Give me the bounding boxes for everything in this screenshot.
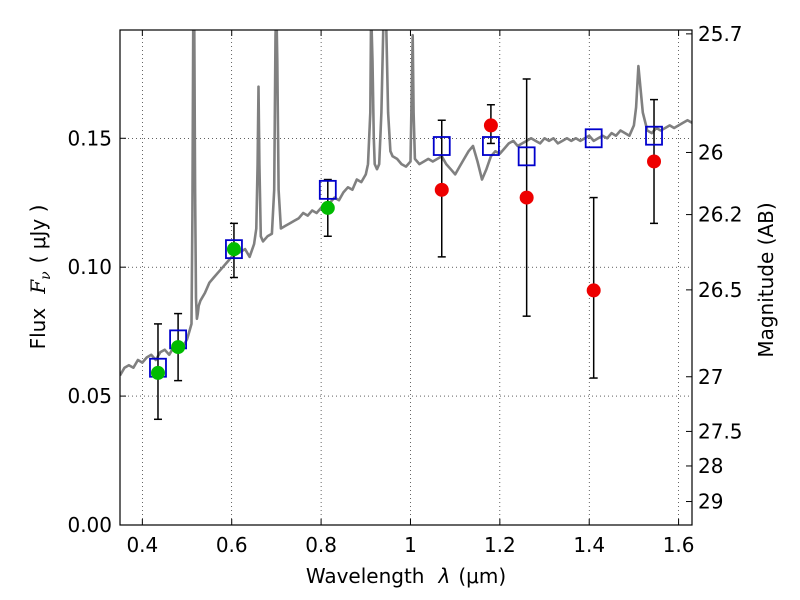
- x-tick-label: 1.4: [573, 533, 605, 557]
- ground-point: [519, 190, 534, 205]
- axis-ticks: 0.4 0.6 0.8 1 1.2 1.4 1.6 0.00 0.05 0.10 0.15 25.7 2…: [67, 22, 742, 557]
- y-tick-label: 0.00: [67, 513, 112, 537]
- hst-point: [320, 200, 335, 215]
- template-square-marker: [225, 239, 243, 260]
- y-tick-label: 0.15: [67, 126, 112, 150]
- plot-frame: [119, 29, 693, 526]
- x-tick-label: 1.6: [663, 533, 695, 557]
- ground-point: [586, 283, 601, 298]
- ground-point: [434, 182, 449, 197]
- x-axis-label: Wavelength λ (μm): [306, 564, 506, 588]
- data-points: [149, 118, 663, 380]
- y2-tick-label: 27: [698, 365, 723, 389]
- hst-point: [150, 365, 165, 380]
- x-tick-label: 0.4: [126, 533, 158, 557]
- hst-point: [226, 242, 241, 257]
- ground-point: [483, 118, 498, 133]
- template-square-marker: [517, 146, 536, 167]
- y2-tick-label: 28: [698, 454, 723, 478]
- y-tick-label: 0.10: [67, 255, 112, 279]
- y-tick-label: 0.05: [67, 384, 112, 408]
- ground-point: [647, 154, 662, 169]
- y2-tick-label: 26.5: [698, 278, 743, 302]
- y2-tick-label: 25.7: [698, 22, 743, 46]
- model-sed-line: [120, 30, 692, 377]
- hst-point: [171, 340, 186, 355]
- model-sed-spectrum: [120, 30, 692, 377]
- y2-tick-label: 29: [698, 490, 723, 514]
- template-square-marker: [645, 125, 663, 146]
- y-axis-label: FluxFν( μJy ): [26, 205, 54, 350]
- grid: [120, 30, 692, 525]
- x-tick-label: 0.6: [216, 533, 248, 557]
- template-square-marker: [584, 128, 603, 149]
- y2-tick-label: 26: [698, 140, 723, 164]
- y2-tick-label: 27.5: [698, 419, 743, 443]
- x-tick-label: 1: [404, 533, 417, 557]
- y2-axis-label: Magnitude (AB): [754, 202, 778, 357]
- template-square-marker: [482, 136, 500, 156]
- template-square-marker: [318, 179, 337, 200]
- y2-tick-label: 26.2: [698, 203, 743, 227]
- x-tick-label: 1.2: [484, 533, 516, 557]
- x-tick-label: 0.8: [305, 533, 337, 557]
- template-square-marker: [432, 136, 451, 156]
